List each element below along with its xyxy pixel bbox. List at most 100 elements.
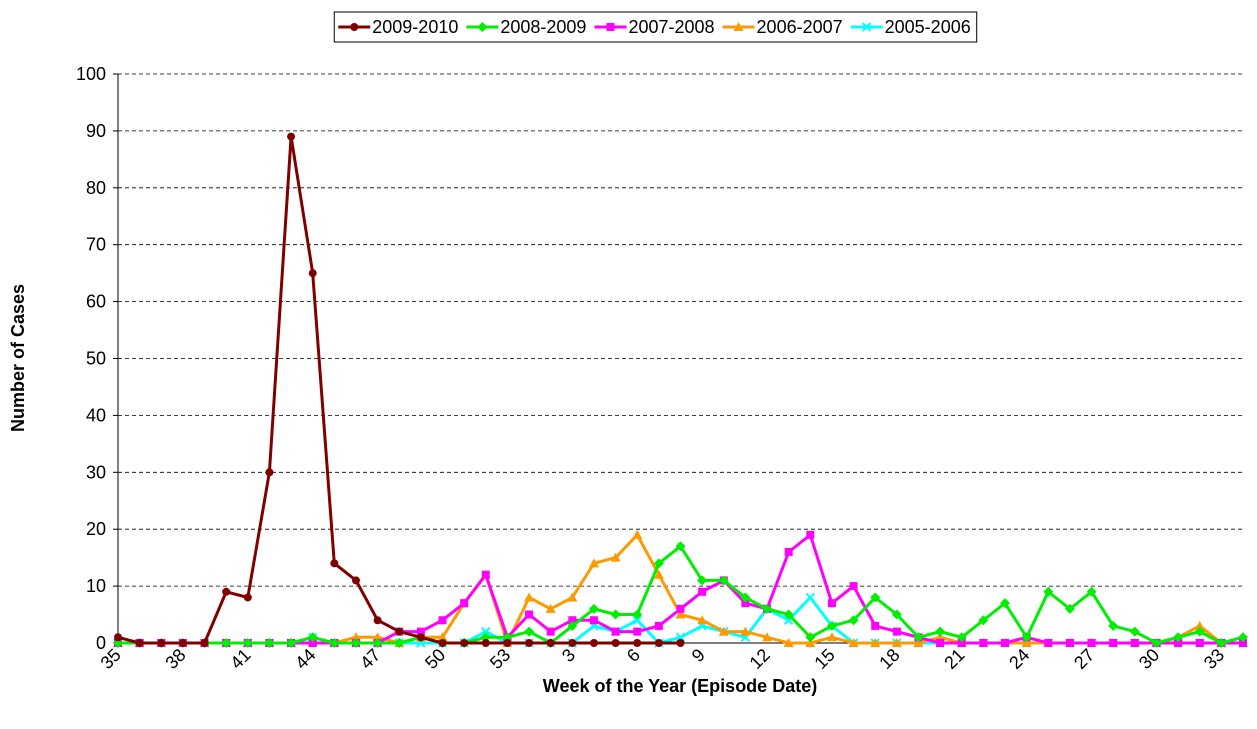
point bbox=[1174, 639, 1183, 647]
point bbox=[1001, 639, 1010, 647]
point bbox=[546, 639, 555, 647]
point bbox=[632, 529, 643, 539]
point bbox=[718, 575, 729, 586]
point bbox=[957, 639, 966, 647]
point bbox=[460, 599, 469, 608]
point bbox=[956, 632, 967, 643]
y-tick-label: 0 bbox=[96, 633, 106, 653]
point bbox=[350, 638, 361, 648]
point bbox=[1000, 598, 1011, 609]
point bbox=[805, 638, 816, 647]
point bbox=[525, 639, 534, 647]
point bbox=[1109, 639, 1118, 647]
point bbox=[733, 22, 744, 31]
point bbox=[287, 132, 296, 141]
point bbox=[589, 639, 598, 647]
legend-label: 2005-2006 bbox=[885, 17, 971, 37]
point bbox=[546, 627, 555, 636]
point bbox=[524, 592, 535, 602]
point bbox=[610, 552, 621, 562]
x-tick-label: 50 bbox=[421, 645, 449, 673]
y-axis-title: Number of Cases bbox=[8, 284, 28, 432]
point bbox=[1044, 639, 1053, 647]
point bbox=[264, 638, 275, 648]
point bbox=[783, 609, 794, 620]
point bbox=[892, 627, 901, 636]
point bbox=[935, 626, 946, 637]
point bbox=[222, 587, 231, 596]
point bbox=[1216, 638, 1227, 648]
point bbox=[783, 638, 794, 647]
point bbox=[372, 638, 383, 648]
point bbox=[588, 558, 599, 568]
x-tick-label: 9 bbox=[688, 645, 709, 666]
legend-label: 2009-2010 bbox=[372, 17, 458, 37]
point bbox=[1194, 620, 1205, 630]
point bbox=[913, 632, 924, 643]
point bbox=[1087, 639, 1096, 647]
point bbox=[762, 632, 773, 642]
point bbox=[1108, 620, 1119, 631]
point bbox=[308, 639, 317, 647]
point bbox=[437, 632, 448, 642]
point bbox=[1151, 638, 1162, 648]
point bbox=[1130, 639, 1139, 647]
point bbox=[568, 616, 577, 625]
point bbox=[1021, 632, 1032, 643]
point bbox=[610, 609, 621, 620]
point bbox=[611, 639, 620, 647]
point bbox=[502, 632, 513, 643]
y-tick-label: 30 bbox=[86, 462, 106, 482]
point bbox=[633, 639, 642, 647]
x-tick-label: 41 bbox=[226, 645, 254, 673]
series bbox=[114, 132, 685, 647]
point bbox=[329, 638, 340, 648]
point bbox=[653, 558, 664, 569]
point bbox=[654, 639, 663, 647]
point bbox=[784, 547, 793, 556]
point bbox=[913, 638, 924, 647]
point bbox=[675, 632, 686, 643]
point bbox=[806, 530, 815, 539]
x-tick-label: 53 bbox=[486, 645, 514, 673]
point bbox=[1239, 639, 1247, 647]
y-tick-label: 10 bbox=[86, 576, 106, 596]
point bbox=[265, 468, 274, 477]
point bbox=[697, 575, 708, 586]
point bbox=[242, 638, 253, 648]
point bbox=[221, 638, 232, 648]
point bbox=[351, 576, 360, 585]
point bbox=[157, 639, 166, 647]
point bbox=[503, 639, 512, 647]
y-tick-label: 50 bbox=[86, 349, 106, 369]
point bbox=[805, 592, 816, 603]
point bbox=[481, 570, 490, 579]
point bbox=[480, 632, 491, 643]
point bbox=[438, 616, 447, 625]
point bbox=[588, 603, 599, 614]
point bbox=[200, 639, 209, 647]
point bbox=[1086, 586, 1097, 597]
point bbox=[135, 639, 144, 647]
x-tick-label: 33 bbox=[1200, 645, 1228, 673]
point bbox=[698, 587, 707, 596]
point bbox=[114, 633, 122, 642]
y-tick-label: 100 bbox=[76, 64, 106, 84]
point bbox=[870, 638, 881, 647]
point bbox=[330, 559, 339, 568]
point bbox=[567, 592, 578, 602]
point bbox=[762, 603, 773, 614]
point bbox=[567, 620, 578, 631]
legend: 2009-2010 2008-2009 2007-2008 2006-2007 2005… bbox=[333, 11, 978, 43]
point bbox=[395, 627, 404, 636]
point bbox=[870, 592, 881, 603]
point bbox=[1194, 626, 1205, 637]
legend-label: 2006-2007 bbox=[757, 17, 843, 37]
legend-label: 2007-2008 bbox=[628, 17, 714, 37]
point bbox=[632, 609, 643, 620]
point bbox=[891, 638, 902, 647]
point bbox=[979, 639, 988, 647]
y-tick-label: 60 bbox=[86, 292, 106, 312]
point bbox=[611, 627, 620, 636]
